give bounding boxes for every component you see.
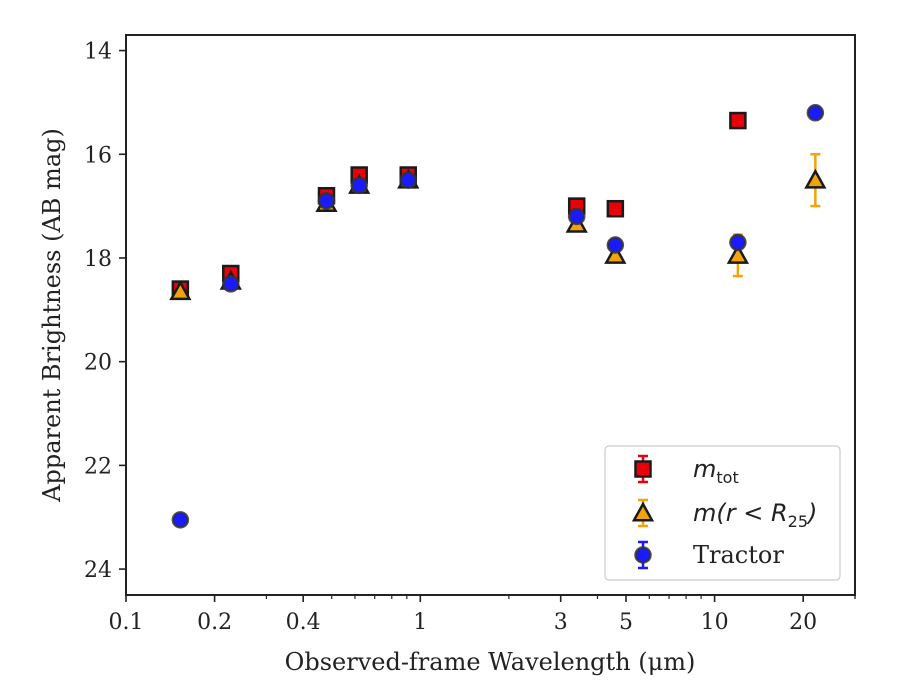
y-tick-label: 16 xyxy=(84,143,112,168)
triangle-marker xyxy=(726,243,750,264)
circle-marker xyxy=(399,171,417,189)
x-tick-label: 10 xyxy=(701,610,729,635)
x-tick-label: 0.1 xyxy=(109,610,144,635)
circle-marker xyxy=(350,176,368,195)
y-tick-label: 24 xyxy=(84,558,112,583)
x-tick-label: 0.2 xyxy=(197,610,232,635)
circle-point xyxy=(567,207,586,226)
circle-marker xyxy=(317,192,336,210)
plot-frame xyxy=(125,34,856,596)
square-point xyxy=(606,199,625,218)
legend-label-main: m(r < R xyxy=(693,499,788,527)
circle-point xyxy=(350,176,368,195)
x-tick-label: 0.4 xyxy=(286,610,321,635)
circle-point xyxy=(606,236,625,254)
circle-marker xyxy=(606,236,625,254)
triangle-point xyxy=(604,243,627,264)
legend-label-tail: ) xyxy=(806,499,817,527)
circle-point xyxy=(399,171,417,189)
circle-point xyxy=(222,275,240,293)
circle-marker xyxy=(567,207,586,226)
square-marker xyxy=(606,199,625,218)
x-axis-label: Observed-frame Wavelength (μm) xyxy=(285,648,696,676)
y-tick-label: 20 xyxy=(84,351,112,376)
square-point xyxy=(729,111,747,130)
circle-point xyxy=(729,233,747,252)
legend-label: mtot xyxy=(693,455,739,487)
x-tick-label: 20 xyxy=(789,610,817,635)
circle-marker xyxy=(806,104,825,122)
y-axis-ticks: 14 16 18 20 22 24 xyxy=(84,40,126,583)
x-tick-label: 1 xyxy=(413,610,427,635)
y-axis-label: Apparent Brightness (AB mag) xyxy=(38,128,66,503)
y-tick-label: 14 xyxy=(84,40,112,65)
legend-label-sub: 25 xyxy=(788,512,808,531)
x-axis-ticks: 0.1 0.2 0.4 1 3 5 10 20 xyxy=(109,595,856,635)
legend-circle-marker xyxy=(634,546,652,564)
circle-point xyxy=(317,192,336,210)
legend: mtot m(r < R25) Tractor xyxy=(604,445,841,581)
triangle-point xyxy=(169,280,192,301)
legend-label-main: m xyxy=(693,455,716,483)
y-tick-label: 18 xyxy=(84,247,112,272)
circle-point xyxy=(171,511,190,529)
legend-label-sub: tot xyxy=(716,468,738,487)
x-tick-label: 5 xyxy=(619,610,633,635)
series-square-group xyxy=(171,111,747,298)
square-marker xyxy=(729,111,747,130)
triangle-marker xyxy=(169,280,192,301)
series-triangle-group xyxy=(169,153,827,301)
circle-marker xyxy=(171,511,190,529)
legend-box xyxy=(604,445,841,581)
triangle-point xyxy=(804,153,827,208)
y-tick-label: 22 xyxy=(84,454,112,479)
x-tick-label: 3 xyxy=(554,610,568,635)
circle-point xyxy=(806,104,825,122)
data-series xyxy=(169,104,827,529)
triangle-marker xyxy=(604,243,627,264)
circle-marker xyxy=(729,233,747,252)
legend-triangle-marker xyxy=(631,501,655,522)
legend-square-marker xyxy=(634,460,652,478)
series-circle-group xyxy=(171,104,825,529)
legend-label: m(r < R25) xyxy=(693,499,817,531)
circle-marker xyxy=(222,275,240,293)
legend-label: Tractor xyxy=(693,541,784,569)
triangle-marker xyxy=(804,168,827,189)
